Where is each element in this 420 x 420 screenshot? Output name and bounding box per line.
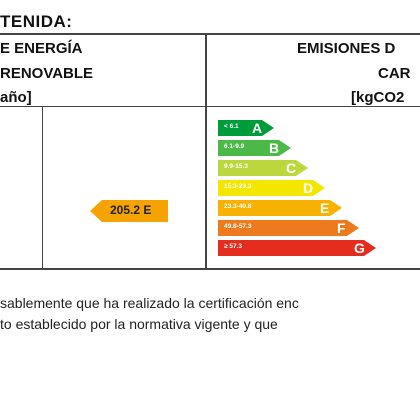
header-row-border: [0, 106, 420, 107]
rating-bar-a: < 6.1 A: [218, 120, 274, 136]
rating-range-e: 23.3-49.8: [224, 203, 252, 210]
rating-bar-b: 6.1-9.9 B: [218, 140, 291, 156]
column-divider: [205, 33, 207, 270]
rating-letter-a: A: [252, 120, 263, 136]
right-header-line-2: CAR: [378, 65, 411, 82]
rating-range-b: 6.1-9.9: [224, 143, 245, 150]
rating-bar-c: 9.9-15.3 C: [218, 160, 308, 176]
rating-bar-g: ≥ 57.3 G: [218, 240, 376, 256]
left-subcolumn-divider: [42, 106, 43, 270]
rating-indicator-label: 205.2 E: [110, 203, 152, 217]
rating-indicator-arrow: [90, 200, 168, 222]
rating-letter-e: E: [320, 200, 330, 216]
footer-text-line-1: sablemente que ha realizado la certifica…: [0, 295, 299, 311]
rating-range-a: < 6.1: [224, 123, 239, 130]
footer-text-line-2: to establecido por la normativa vigente …: [0, 316, 278, 332]
rating-letter-d: D: [303, 180, 314, 196]
rating-bar-f: 49.8-57.3 F: [218, 220, 359, 236]
rating-letter-c: C: [286, 160, 297, 176]
left-header-line-1: E ENERGÍA: [0, 40, 83, 57]
rating-range-c: 9.9-15.3: [224, 163, 248, 170]
rating-letter-f: F: [337, 220, 346, 236]
table-bottom-border: [0, 268, 420, 270]
rating-letter-b: B: [269, 140, 280, 156]
energy-rating-scale: < 6.1 A 6.1-9.9 B 9.9-15.3 C 15.3-23.3 D 23.3-49…: [218, 120, 376, 270]
rating-letter-g: G: [354, 240, 365, 256]
right-header-line-3: [kgCO2: [351, 89, 405, 106]
section-heading: TENIDA:: [0, 12, 73, 31]
table-top-border: [0, 33, 420, 35]
rating-range-f: 49.8-57.3: [224, 223, 252, 230]
rating-range-g: ≥ 57.3: [224, 243, 243, 250]
left-header-line-3: año]: [0, 89, 32, 106]
right-header-line-1: EMISIONES D: [297, 40, 396, 57]
left-header-line-2: RENOVABLE: [0, 65, 94, 82]
rating-bar-d: 15.3-23.3 D: [218, 180, 325, 196]
rating-range-d: 15.3-23.3: [224, 183, 252, 190]
rating-bar-e: 23.3-49.8 E: [218, 200, 342, 216]
